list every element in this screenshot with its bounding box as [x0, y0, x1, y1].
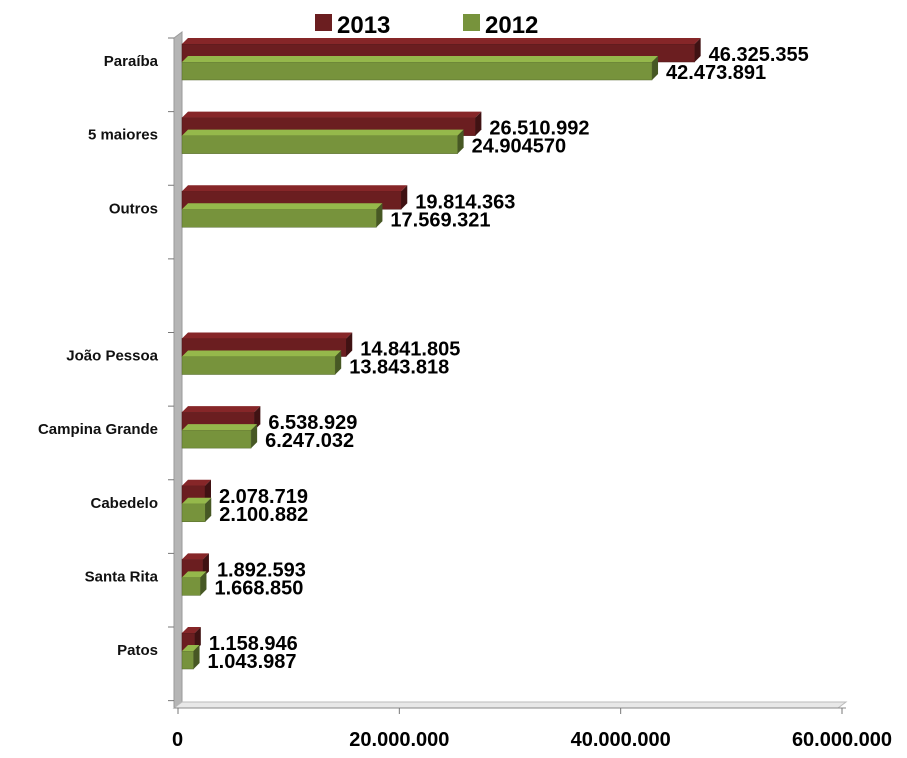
data-label: 14.841.805 [360, 339, 460, 361]
bar-2013-top [182, 185, 408, 192]
bar-2012-top [182, 129, 464, 136]
bar-2013-top [182, 553, 209, 560]
bar-2012-end [251, 424, 258, 449]
bar-2012 [181, 503, 206, 523]
bar-2013-top [182, 111, 482, 118]
bar-2012-top [182, 56, 659, 62]
legend-label: 2012 [485, 12, 538, 39]
bar-2012 [181, 61, 653, 81]
category-label: Outros [109, 200, 158, 217]
data-label: 1.892.593 [217, 559, 306, 581]
legend-swatch [463, 14, 480, 31]
data-label: 19.814.363 [415, 191, 515, 213]
bar-2013-end [401, 185, 408, 210]
data-label: 2.100.882 [219, 504, 308, 526]
data-label: 42.473.891 [666, 62, 766, 84]
category-label: Campina Grande [38, 421, 158, 438]
data-label: 17.569.321 [390, 209, 490, 231]
data-label: 2.078.719 [219, 486, 308, 508]
category-label: João Pessoa [66, 348, 158, 365]
bar-2013-end [346, 332, 353, 357]
bar-2012 [181, 356, 336, 375]
bar-2013-end [694, 38, 701, 62]
data-label: 1.043.987 [208, 651, 297, 673]
bar-2012-end [652, 56, 659, 80]
data-label: 24.904570 [472, 136, 567, 158]
category-label: 5 maiores [88, 127, 158, 144]
x-tick-label: 20.000.000 [349, 729, 449, 751]
bar-2013-top [182, 479, 212, 486]
bar-2012-end [205, 497, 212, 522]
data-label: 13.843.818 [349, 357, 449, 379]
bar-2013-top [182, 627, 201, 634]
legend-swatch [315, 14, 332, 31]
axis-floor [172, 701, 848, 709]
bar-2012-top [182, 350, 342, 357]
legend-label: 2013 [337, 12, 390, 39]
data-label: 6.538.929 [268, 412, 357, 434]
bar-2013-top [182, 38, 701, 44]
x-tick-label: 0 [172, 729, 183, 751]
bar-2012-end [457, 129, 464, 154]
category-label: Paraíba [104, 53, 159, 70]
bar-2012-end [376, 203, 383, 228]
bar-2012 [181, 209, 377, 228]
bar-2012-end [193, 645, 200, 670]
axis-layer: 0 20.000.000 40.000.000 60.000.000 [168, 31, 892, 751]
category-label: Cabedelo [90, 495, 158, 512]
bar-2012 [181, 650, 194, 670]
x-tick-label: 40.000.000 [571, 729, 671, 751]
data-label: 26.510.992 [489, 118, 589, 140]
axis-wall [173, 31, 183, 709]
bar-2013-top [182, 406, 261, 413]
data-label: 1.668.850 [214, 577, 303, 599]
data-label: 46.325.355 [709, 44, 809, 66]
x-tick-label: 60.000.000 [792, 729, 892, 751]
bar-2012-top [182, 571, 207, 578]
bar-2012 [181, 429, 252, 449]
bars-layer [181, 38, 701, 670]
bar-2012-end [335, 350, 342, 375]
bar-2012 [181, 577, 201, 596]
bar-2012-top [182, 497, 212, 504]
category-label: Santa Rita [85, 568, 159, 585]
legend: 2013 2012 [315, 12, 538, 39]
bar-2012-top [182, 424, 258, 431]
data-label: 1.158.946 [209, 633, 298, 655]
bar-2013-end [475, 111, 482, 136]
bar-2012-end [200, 571, 207, 596]
data-label: 6.247.032 [265, 430, 354, 452]
category-label: Patos [117, 642, 158, 659]
bar-2012-top [182, 645, 200, 652]
bar-2013-top [182, 332, 353, 339]
bar-2012 [181, 135, 458, 154]
bar-2012-top [182, 203, 383, 210]
